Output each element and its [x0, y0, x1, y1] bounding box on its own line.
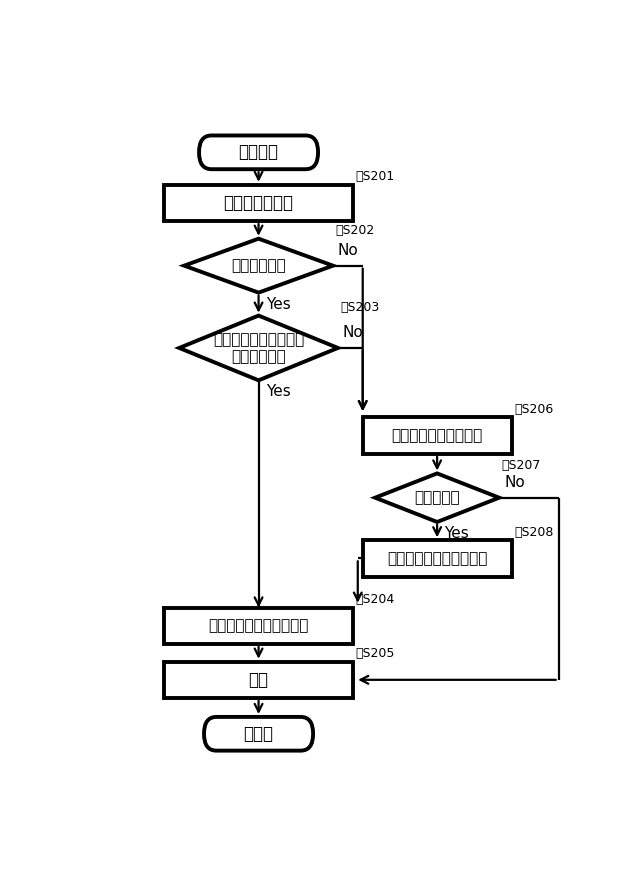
Polygon shape [375, 473, 499, 522]
Text: 認識エラーで一時停止: 認識エラーで一時停止 [392, 428, 483, 443]
Text: もS202: もS202 [335, 224, 374, 237]
Text: もS201: もS201 [355, 170, 394, 183]
Text: 生産継続？: 生産継続？ [414, 491, 460, 505]
Text: No: No [343, 325, 364, 340]
Text: もS203: もS203 [340, 301, 380, 314]
Text: No: No [338, 243, 358, 258]
Text: もS207: もS207 [502, 459, 541, 472]
FancyBboxPatch shape [199, 136, 318, 169]
FancyBboxPatch shape [164, 608, 353, 644]
Text: スタート: スタート [239, 144, 278, 161]
Text: Yes: Yes [445, 526, 469, 541]
Text: もS204: もS204 [355, 593, 394, 606]
Text: No: No [504, 475, 525, 490]
Text: Yes: Yes [266, 297, 291, 312]
Text: 識別記号を取得: 識別記号を取得 [223, 194, 294, 212]
Text: エンド: エンド [244, 724, 273, 743]
Polygon shape [184, 238, 333, 293]
Text: 取得できた？: 取得できた？ [231, 258, 286, 273]
FancyBboxPatch shape [164, 185, 353, 221]
Text: 生産プログラム読み込み: 生産プログラム読み込み [209, 618, 308, 633]
Text: 生産プログラム情報が
存在するか？: 生産プログラム情報が 存在するか？ [213, 332, 304, 364]
FancyBboxPatch shape [363, 418, 511, 454]
Text: もS208: もS208 [514, 526, 554, 539]
Polygon shape [179, 315, 338, 380]
Text: もS206: もS206 [514, 403, 553, 416]
Text: もS205: もS205 [355, 647, 395, 661]
FancyBboxPatch shape [204, 717, 313, 751]
Text: 生産: 生産 [248, 671, 269, 689]
FancyBboxPatch shape [363, 540, 511, 576]
Text: ティーチング又は手入力: ティーチング又は手入力 [387, 551, 487, 566]
Text: Yes: Yes [266, 385, 291, 399]
FancyBboxPatch shape [164, 661, 353, 698]
